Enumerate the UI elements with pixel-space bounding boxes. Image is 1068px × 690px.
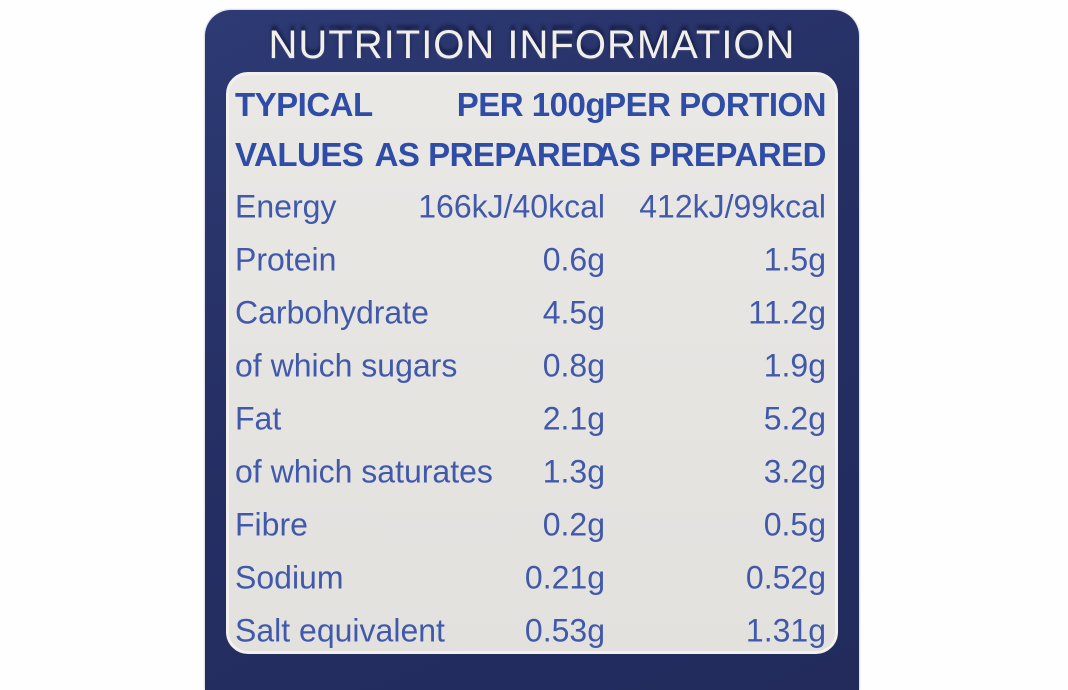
table-row-of-which-saturates: of which saturates 1.3g 3.2g: [229, 445, 835, 498]
nutrient-name: of which saturates: [235, 453, 493, 489]
per-portion-value: 5.2g: [763, 400, 826, 436]
nutrient-name: Carbohydrate: [235, 294, 429, 330]
nutrient-name: Salt equivalent: [235, 612, 445, 648]
table-row-energy: Energy 166kJ/40kcal 412kJ/99kcal: [229, 180, 835, 233]
nutrient-name: Protein: [235, 241, 337, 277]
nutrient-name: Fat: [235, 400, 282, 436]
column-header-line: AS PREPARED: [374, 136, 606, 173]
per-100g-value: 0.6g: [542, 241, 605, 277]
column-header-typical-values: TYPICAL VALUES: [235, 80, 373, 180]
per-100g-value: 4.5g: [542, 294, 605, 330]
per-portion-value: 3.2g: [763, 453, 826, 489]
column-header-per-portion: PER PORTION AS PREPARED: [595, 80, 827, 180]
per-portion-value: 0.52g: [745, 559, 826, 595]
table-row-salt-equivalent: Salt equivalent 0.53g 1.31g: [229, 604, 835, 657]
column-header-line: TYPICAL: [235, 86, 373, 123]
column-header-line: PER PORTION: [604, 86, 826, 123]
per-100g-value: 166kJ/40kcal: [418, 188, 605, 224]
per-100g-value: 2.1g: [542, 400, 605, 436]
per-portion-value: 412kJ/99kcal: [639, 188, 826, 224]
table-header: TYPICAL VALUES PER 100g AS PREPARED PER …: [229, 75, 835, 180]
table-row-fibre: Fibre 0.2g 0.5g: [229, 498, 835, 551]
table-body: Energy 166kJ/40kcal 412kJ/99kcal Protein…: [229, 180, 835, 657]
per-portion-value: 0.5g: [763, 506, 826, 542]
per-100g-value: 0.53g: [524, 612, 605, 648]
table-row-of-which-sugars: of which sugars 0.8g 1.9g: [229, 339, 835, 392]
per-portion-value: 11.2g: [748, 294, 826, 330]
nutrition-label: NUTRITION INFORMATION TYPICAL VALUES PER…: [205, 10, 859, 690]
per-portion-value: 1.9g: [763, 347, 826, 383]
column-header-line: VALUES: [235, 136, 364, 173]
table-row-protein: Protein 0.6g 1.5g: [229, 233, 835, 286]
nutrient-name: Energy: [235, 188, 337, 224]
per-100g-value: 0.8g: [542, 347, 605, 383]
table-row-sodium: Sodium 0.21g 0.52g: [229, 551, 835, 604]
per-100g-value: 0.2g: [542, 506, 605, 542]
nutrient-name: of which sugars: [235, 347, 458, 383]
column-header-line: AS PREPARED: [595, 136, 827, 173]
column-header-line: PER 100g: [456, 86, 606, 123]
table-row-fat: Fat 2.1g 5.2g: [229, 392, 835, 445]
per-100g-value: 0.21g: [524, 559, 605, 595]
table-row-carbohydrate: Carbohydrate 4.5g 11.2g: [229, 286, 835, 339]
per-100g-value: 1.3g: [542, 453, 605, 489]
nutrient-name: Sodium: [235, 559, 344, 595]
label-title: NUTRITION INFORMATION: [268, 23, 796, 67]
per-portion-value: 1.5g: [763, 241, 826, 277]
nutrient-name: Fibre: [235, 506, 308, 542]
column-header-per-100g: PER 100g AS PREPARED: [374, 80, 606, 180]
per-portion-value: 1.31g: [745, 612, 826, 648]
nutrition-panel: TYPICAL VALUES PER 100g AS PREPARED PER …: [226, 72, 838, 654]
